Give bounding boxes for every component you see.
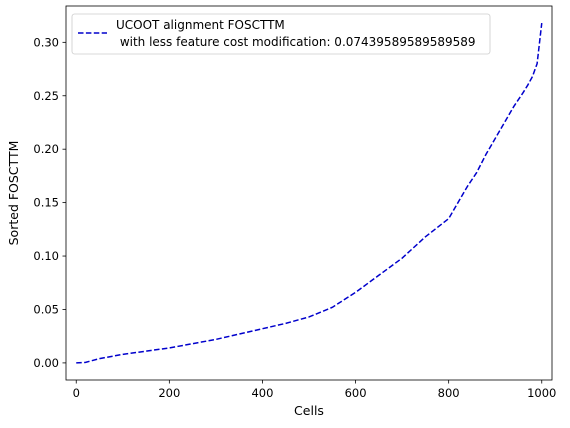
series-line-0 [76,23,543,364]
legend-entry-line2: with less feature cost modification: 0.0… [116,35,476,49]
x-tick-label: 800 [438,386,460,400]
y-axis-ticks: 0.00 0.05 0.10 0.15 0.20 0.25 0.30 [33,35,66,370]
x-tick-label: 200 [158,386,180,400]
x-tick-label: 1000 [527,386,556,400]
y-tick-label: 0.30 [33,35,59,49]
x-tick-label: 400 [251,386,273,400]
y-tick-label: 0.15 [33,196,59,210]
x-axis-label: Cells [294,403,324,418]
legend-box [71,13,491,55]
legend-entry-line1: UCOOT alignment FOSCTTM [116,18,285,32]
x-tick-label: 0 [73,386,80,400]
legend: UCOOT alignment FOSCTTM with less featur… [71,13,491,55]
plot-content [76,23,543,364]
y-tick-label: 0.05 [33,302,59,316]
y-tick-label: 0.25 [33,89,59,103]
x-axis-ticks: 0 200 400 600 800 1000 [73,380,556,400]
y-axis-label: Sorted FOSCTTM [6,141,21,246]
y-tick-label: 0.10 [33,249,59,263]
y-tick-label: 0.20 [33,142,59,156]
plot-frame [65,5,553,381]
y-tick-label: 0.00 [33,356,59,370]
x-tick-label: 600 [345,386,367,400]
